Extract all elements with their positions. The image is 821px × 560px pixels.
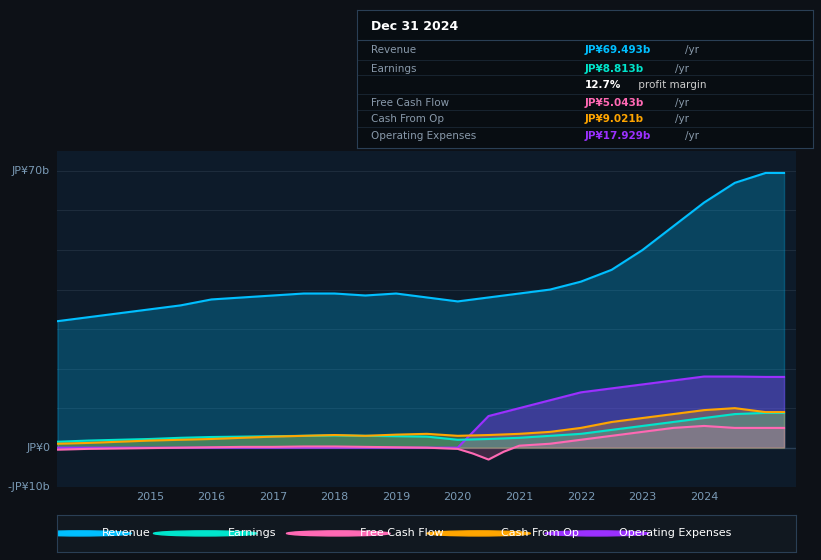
Text: Free Cash Flow: Free Cash Flow: [360, 529, 444, 538]
Text: Dec 31 2024: Dec 31 2024: [371, 20, 458, 32]
Text: -JP¥10b: -JP¥10b: [7, 482, 50, 492]
Text: Revenue: Revenue: [371, 45, 416, 55]
Circle shape: [287, 531, 390, 536]
Text: JP¥8.813b: JP¥8.813b: [585, 64, 644, 74]
Text: Earnings: Earnings: [227, 529, 276, 538]
Circle shape: [545, 531, 649, 536]
Text: /yr: /yr: [675, 114, 689, 124]
Text: /yr: /yr: [675, 64, 689, 74]
Text: JP¥0: JP¥0: [26, 442, 50, 452]
Text: Free Cash Flow: Free Cash Flow: [371, 97, 449, 108]
Circle shape: [154, 531, 257, 536]
Text: /yr: /yr: [686, 131, 699, 141]
Circle shape: [28, 531, 131, 536]
Text: Operating Expenses: Operating Expenses: [371, 131, 476, 141]
Circle shape: [427, 531, 530, 536]
Text: Operating Expenses: Operating Expenses: [619, 529, 732, 538]
Text: JP¥17.929b: JP¥17.929b: [585, 131, 651, 141]
Text: Cash From Op: Cash From Op: [501, 529, 579, 538]
Text: /yr: /yr: [675, 97, 689, 108]
Text: 12.7%: 12.7%: [585, 80, 621, 90]
Text: JP¥5.043b: JP¥5.043b: [585, 97, 644, 108]
Text: Earnings: Earnings: [371, 64, 416, 74]
Text: JP¥9.021b: JP¥9.021b: [585, 114, 644, 124]
Text: Cash From Op: Cash From Op: [371, 114, 444, 124]
Text: profit margin: profit margin: [635, 80, 707, 90]
Text: /yr: /yr: [686, 45, 699, 55]
Text: Revenue: Revenue: [102, 529, 150, 538]
Text: JP¥70b: JP¥70b: [12, 166, 50, 176]
Text: JP¥69.493b: JP¥69.493b: [585, 45, 651, 55]
